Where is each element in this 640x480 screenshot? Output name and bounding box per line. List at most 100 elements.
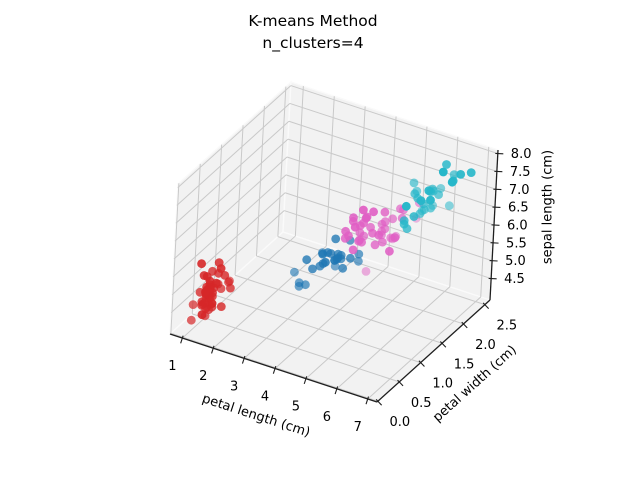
data-point-cluster-3-cyan (442, 160, 451, 169)
data-point-cluster-3-cyan (399, 216, 409, 226)
data-point-cluster-2-pink (349, 213, 358, 223)
tick-label: 1 (168, 359, 176, 374)
data-point-cluster-1-blue (326, 249, 336, 258)
gridline (274, 266, 389, 369)
gridline (170, 332, 379, 402)
data-point-cluster-3-cyan (466, 168, 476, 178)
data-point-cluster-2-pink (361, 267, 371, 276)
data-point-cluster-2-pink (341, 226, 350, 236)
data-point-cluster-0-red (216, 302, 226, 311)
gridline (192, 313, 400, 383)
data-point-cluster-0-red (211, 278, 221, 288)
gridline (289, 102, 498, 172)
tick-mark (461, 321, 468, 329)
data-point-cluster-0-red (202, 272, 212, 281)
data-point-cluster-2-pink (374, 230, 384, 240)
tick-label: 4.5 (504, 272, 525, 287)
data-point-cluster-1-blue (290, 267, 299, 277)
data-point-cluster-0-red (216, 264, 226, 273)
tick-mark (180, 335, 184, 344)
tick-label: 4 (261, 390, 269, 405)
data-point-cluster-2-pink (386, 233, 396, 243)
tick-label: 5.5 (506, 236, 527, 251)
data-point-cluster-3-cyan (401, 201, 411, 211)
gridline (173, 156, 288, 260)
gridline (287, 138, 496, 208)
gridline (234, 274, 443, 344)
tick-mark (482, 302, 490, 309)
gridline (176, 103, 291, 206)
gridline (170, 210, 285, 313)
chart-title-line-2: n_clusters=4 (262, 34, 364, 52)
tick-label: 7 (354, 420, 362, 435)
tick-label: 7.0 (509, 183, 530, 198)
data-point-cluster-2-pink (357, 237, 366, 247)
data-point-cluster-3-cyan (434, 190, 443, 200)
gridline (182, 235, 296, 339)
data-point-cluster-2-pink (361, 213, 371, 223)
gridline (367, 296, 482, 400)
tick-label: 6.0 (507, 219, 528, 234)
tick-label: 3 (230, 379, 238, 394)
data-point-cluster-0-red (226, 283, 235, 293)
tick-mark (211, 345, 215, 354)
data-point-cluster-0-red (188, 300, 198, 309)
tick-mark (241, 355, 246, 364)
data-point-cluster-3-cyan (444, 201, 454, 211)
data-point-cluster-2-pink (350, 222, 360, 232)
data-point-cluster-3-cyan (416, 196, 426, 206)
data-point-cluster-0-red (201, 287, 210, 297)
data-point-cluster-1-blue (321, 257, 330, 267)
data-point-cluster-2-pink (348, 245, 358, 255)
data-point-cluster-1-blue (302, 255, 312, 265)
data-point-cluster-2-pink (385, 246, 394, 256)
gridline (283, 210, 492, 280)
gridline (285, 174, 494, 244)
data-point-cluster-1-blue (318, 249, 328, 259)
data-point-cluster-0-red (186, 315, 196, 325)
gridline (171, 192, 286, 296)
tick-mark (375, 399, 383, 406)
tick-mark (418, 360, 425, 367)
chart-title: K-means Method n_clusters=4 (248, 10, 377, 54)
data-point-cluster-0-red (220, 271, 230, 280)
chart-title-line-1: K-means Method (248, 12, 378, 30)
gridline (336, 286, 451, 390)
data-point-cluster-2-pink (369, 207, 378, 217)
data-point-cluster-2-pink (378, 237, 387, 247)
gridline (174, 138, 289, 242)
gridline (172, 174, 287, 278)
data-point-cluster-3-cyan (424, 186, 434, 196)
gridline (243, 255, 358, 359)
tick-mark (272, 365, 277, 374)
gridline (277, 236, 486, 306)
tick-label: 2.0 (475, 338, 496, 353)
data-point-cluster-0-red (197, 259, 207, 269)
data-point-cluster-3-cyan (426, 203, 435, 213)
data-point-cluster-3-cyan (409, 178, 419, 188)
tick-label: 2.5 (497, 319, 518, 334)
tick-label: 7.5 (510, 165, 531, 180)
tick-label: 0.5 (411, 396, 432, 411)
y-axis-line (376, 299, 491, 403)
tick-label: 8.0 (511, 147, 532, 162)
data-point-cluster-3-cyan (438, 167, 448, 177)
tick-mark (334, 386, 339, 395)
data-point-cluster-3-cyan (456, 170, 466, 179)
tick-label: 0.0 (390, 415, 411, 430)
gridline (175, 120, 290, 224)
gridline (256, 255, 464, 325)
data-point-cluster-2-pink (380, 217, 390, 227)
data-point-cluster-2-pink (380, 207, 390, 217)
data-point-cluster-3-cyan (409, 212, 419, 221)
tick-label: 6 (323, 410, 331, 425)
data-point-cluster-1-blue (332, 254, 342, 264)
data-point-cluster-3-cyan (426, 195, 435, 205)
data-point-cluster-3-cyan (447, 177, 457, 187)
tick-label: 6.5 (508, 201, 529, 216)
gridline (213, 294, 421, 364)
data-point-cluster-0-red (200, 298, 210, 308)
gridline (286, 156, 495, 226)
tick-mark (439, 341, 447, 348)
